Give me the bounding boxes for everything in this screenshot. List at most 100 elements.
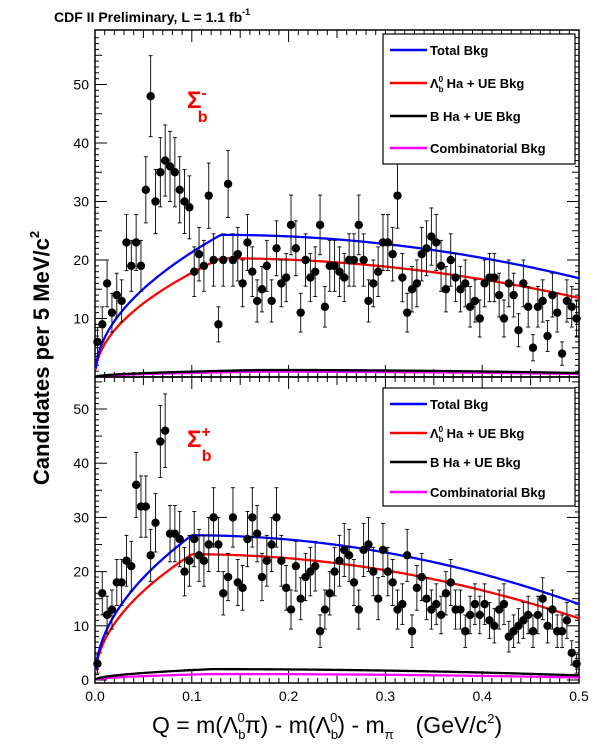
top-data-point bbox=[320, 286, 330, 328]
bot-data-point bbox=[277, 534, 286, 587]
top-data-point bbox=[330, 239, 339, 292]
top-data-point bbox=[432, 213, 441, 271]
top-data-point bbox=[470, 279, 480, 323]
top-data-point bbox=[398, 252, 407, 303]
top-data-point bbox=[504, 259, 514, 308]
bottom-legend-lambda-label: Λb0 Ha + UE Bkg bbox=[430, 425, 524, 444]
bot-data-point bbox=[354, 589, 363, 630]
top-data-point bbox=[461, 259, 470, 308]
top-data-point bbox=[490, 252, 499, 303]
bot-data-point bbox=[175, 510, 184, 568]
top-data-point bbox=[156, 137, 165, 208]
top-data-point bbox=[136, 239, 146, 292]
top-data-point bbox=[572, 299, 581, 338]
top-data-point bbox=[170, 137, 180, 208]
bot-data-point bbox=[131, 451, 141, 518]
top-data-point bbox=[214, 306, 223, 343]
top-data-point bbox=[291, 220, 301, 277]
bot-data-point bbox=[480, 583, 489, 625]
top-data-point bbox=[243, 213, 252, 271]
bot-data-point bbox=[446, 558, 455, 606]
top-data-point bbox=[335, 246, 344, 297]
top-data-point bbox=[499, 299, 509, 338]
bot-data-point bbox=[475, 595, 484, 635]
top-data-point bbox=[456, 266, 465, 313]
top-data-point bbox=[117, 279, 126, 323]
bot-data-point bbox=[441, 571, 451, 616]
top-ytick-label: 50 bbox=[73, 77, 89, 93]
top-data-point bbox=[417, 226, 426, 282]
top-data-point bbox=[514, 313, 523, 348]
bot-data-point bbox=[311, 540, 320, 592]
top-data-point bbox=[306, 252, 315, 303]
bot-data-point bbox=[519, 601, 528, 639]
bot-xtick-label: 0.0 bbox=[85, 688, 105, 704]
top-data-point bbox=[557, 341, 567, 366]
top-panel: 10 20 30 40 50 Σ-b Total Bkg Λb0 Ha + UE Bkg… bbox=[73, 29, 581, 378]
bot-data-point bbox=[461, 614, 470, 648]
bot-data-point bbox=[204, 516, 213, 573]
bot-data-point bbox=[146, 528, 155, 582]
top-data-point bbox=[209, 233, 218, 287]
bot-data-point bbox=[485, 601, 494, 639]
bot-data-point bbox=[335, 534, 344, 587]
top-legend-comb-label: Combinatorial Bkg bbox=[430, 141, 546, 156]
top-data-point bbox=[340, 252, 349, 303]
bot-data-point bbox=[257, 552, 267, 602]
bot-data-point bbox=[388, 558, 397, 606]
bot-ytick-label: 40 bbox=[73, 455, 89, 471]
bot-curve-total bbox=[94, 534, 580, 670]
top-data-point bbox=[451, 252, 460, 303]
bot-data-point bbox=[490, 608, 499, 644]
bot-data-point bbox=[122, 534, 131, 587]
top-data-point bbox=[112, 272, 121, 318]
bot-data-point bbox=[378, 522, 388, 577]
bot-data-point bbox=[98, 571, 107, 616]
top-data-point bbox=[93, 327, 102, 357]
top-data-point bbox=[219, 233, 228, 287]
top-curves bbox=[94, 233, 580, 378]
bot-data-point bbox=[151, 493, 160, 553]
bot-data-point bbox=[369, 546, 378, 597]
bot-data-point bbox=[306, 546, 315, 597]
bot-data-point bbox=[572, 653, 581, 674]
bottom-data-points bbox=[93, 393, 581, 674]
bot-data-point bbox=[223, 552, 233, 602]
top-data-point bbox=[475, 299, 484, 338]
bot-xtick-label: 0.4 bbox=[472, 688, 492, 704]
top-data-point bbox=[383, 213, 393, 271]
top-curve-bha bbox=[95, 368, 580, 378]
header-text: CDF II Preliminary, L = 1.1 fb-1 bbox=[54, 7, 250, 25]
top-ytick-label: 20 bbox=[73, 252, 89, 268]
bot-data-point bbox=[543, 608, 552, 644]
bot-data-point bbox=[514, 608, 523, 644]
top-data-point bbox=[204, 162, 213, 229]
top-data-point bbox=[407, 266, 417, 313]
top-legend-box bbox=[382, 33, 576, 165]
top-data-point bbox=[160, 124, 170, 197]
bot-data-point bbox=[538, 577, 547, 621]
bot-data-point bbox=[107, 589, 117, 630]
bot-curve-comb bbox=[95, 672, 580, 681]
bot-data-point bbox=[102, 595, 112, 635]
top-data-point bbox=[281, 252, 291, 303]
top-curve-lambda bbox=[94, 257, 580, 370]
bot-data-point bbox=[93, 653, 102, 674]
top-data-point bbox=[354, 194, 363, 256]
bot-data-point bbox=[262, 534, 272, 587]
bot-data-point bbox=[548, 589, 557, 630]
bot-data-point bbox=[320, 589, 330, 630]
bot-data-point bbox=[248, 487, 257, 548]
top-data-point bbox=[422, 220, 431, 277]
top-data-points bbox=[93, 55, 581, 366]
bot-data-point bbox=[180, 546, 189, 597]
top-data-point bbox=[349, 233, 359, 287]
top-data-point bbox=[393, 162, 402, 229]
top-data-point bbox=[567, 286, 576, 328]
bot-data-point bbox=[252, 505, 262, 563]
bot-data-point bbox=[567, 640, 576, 666]
top-legend: Total Bkg Λb0 Ha + UE Bkg B Ha + UE Bkg … bbox=[382, 33, 576, 165]
bot-data-point bbox=[219, 571, 228, 616]
bot-data-point bbox=[422, 577, 431, 621]
